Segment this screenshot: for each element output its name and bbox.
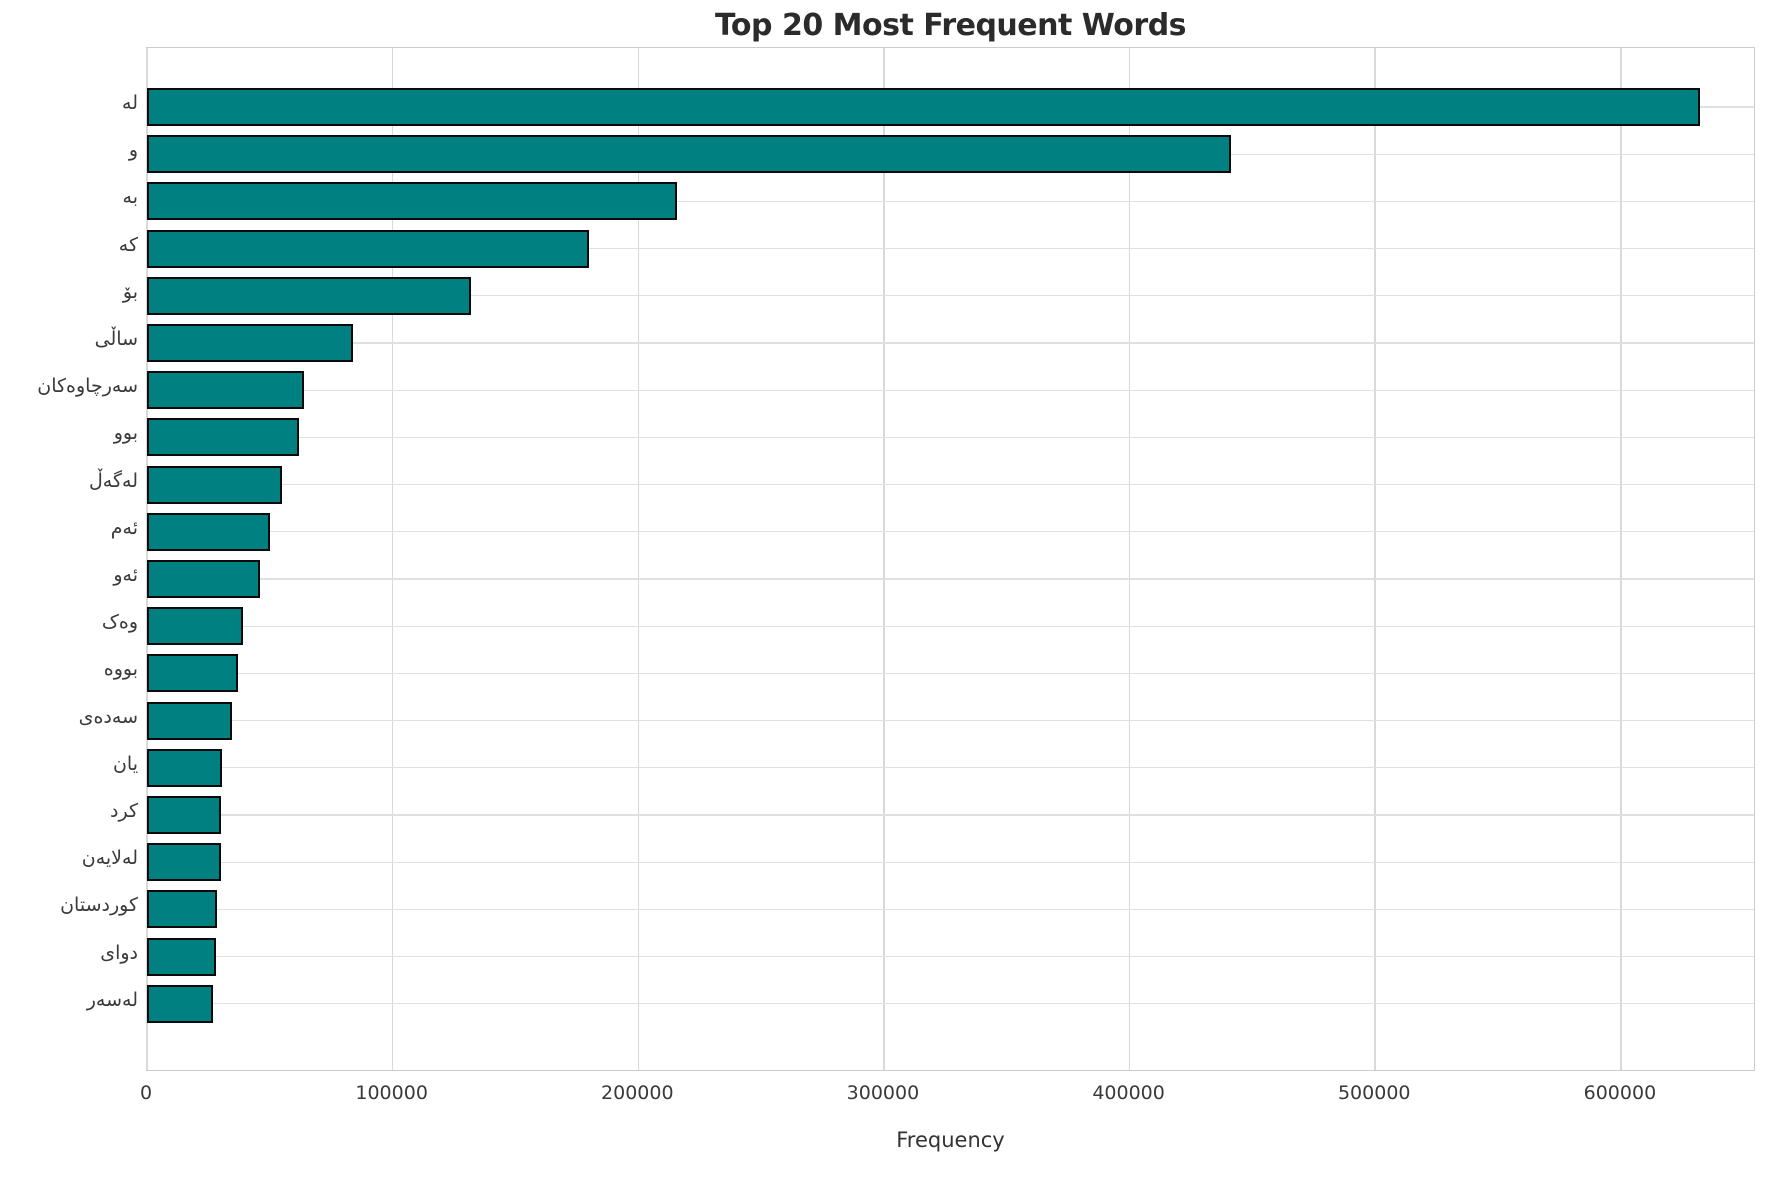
- y-tick-label-10: ئەو: [113, 564, 138, 586]
- x-gridline-300000: [883, 48, 885, 1070]
- y-tick-label-14: یان: [112, 752, 138, 775]
- y-gridline-11: [147, 625, 1754, 627]
- y-gridline-12: [147, 672, 1754, 674]
- bar-9: [147, 512, 270, 551]
- y-gridline-8: [147, 484, 1754, 486]
- y-tick-label-7: بوو: [113, 422, 138, 445]
- x-tick-label-500000: 500000: [1337, 1082, 1411, 1104]
- bar-12: [147, 654, 238, 693]
- bar-17: [147, 890, 217, 929]
- y-gridline-5: [147, 342, 1754, 344]
- bar-7: [147, 418, 300, 457]
- y-tick-label-0: لە: [122, 92, 138, 114]
- x-tick-label-0: 0: [139, 1082, 153, 1104]
- x-tick-label-200000: 200000: [601, 1082, 674, 1104]
- bar-4: [147, 276, 471, 315]
- x-gridline-400000: [1128, 48, 1131, 1070]
- y-tick-label-18: دوای: [100, 941, 138, 964]
- y-gridline-15: [147, 814, 1754, 816]
- plot-area: [146, 47, 1755, 1071]
- x-tick-label-400000: 400000: [1092, 1082, 1165, 1104]
- y-gridline-17: [147, 908, 1754, 910]
- y-gridline-6: [147, 389, 1754, 391]
- x-gridline-600000: [1620, 48, 1622, 1070]
- bar-19: [147, 984, 214, 1023]
- y-gridline-13: [147, 720, 1754, 722]
- chart-title: Top 20 Most Frequent Words: [714, 8, 1187, 43]
- y-gridline-3: [147, 248, 1754, 250]
- x-gridline-0: [146, 48, 148, 1070]
- bar-8: [147, 465, 282, 504]
- y-tick-label-19: لەسەر: [86, 988, 138, 1011]
- x-axis-label: Frequency: [896, 1128, 1005, 1152]
- x-tick-label-600000: 600000: [1583, 1082, 1657, 1104]
- x-gridline-200000: [637, 48, 640, 1070]
- y-tick-label-15: کرد: [110, 800, 138, 822]
- y-tick-label-2: بە: [122, 186, 138, 209]
- y-gridline-18: [147, 956, 1754, 958]
- y-gridline-19: [147, 1003, 1754, 1005]
- y-tick-label-17: کوردستان: [60, 894, 138, 917]
- bar-10: [147, 560, 260, 598]
- y-gridline-2: [147, 200, 1754, 202]
- y-tick-label-13: سەدەی: [78, 705, 138, 728]
- bar-6: [147, 371, 305, 410]
- y-tick-label-3: کە: [118, 233, 138, 256]
- y-gridline-4: [147, 295, 1754, 297]
- bar-14: [147, 748, 222, 787]
- bar-11: [147, 607, 243, 646]
- y-gridline-14: [147, 767, 1754, 769]
- x-gridline-500000: [1374, 48, 1376, 1070]
- x-gridline-100000: [391, 48, 394, 1070]
- bar-15: [147, 796, 221, 834]
- y-tick-label-11: وەک: [101, 611, 138, 634]
- bar-2: [147, 182, 677, 221]
- y-gridline-9: [147, 531, 1754, 533]
- y-gridline-7: [147, 436, 1754, 438]
- x-tick-label-300000: 300000: [846, 1082, 920, 1104]
- y-tick-label-5: ساڵی: [94, 328, 138, 350]
- bar-3: [147, 229, 589, 268]
- bar-18: [147, 937, 216, 976]
- bar-0: [147, 88, 1701, 126]
- y-tick-label-8: لەگەڵ: [88, 469, 138, 492]
- bar-5: [147, 324, 354, 362]
- y-tick-label-12: بووە: [103, 658, 138, 681]
- bar-1: [147, 135, 1232, 174]
- x-tick-label-100000: 100000: [355, 1082, 428, 1104]
- y-gridline-10: [147, 578, 1754, 580]
- y-tick-label-6: سەرچاوەکان: [37, 375, 138, 398]
- bar-13: [147, 701, 232, 740]
- y-tick-label-16: لەلایەن: [81, 847, 138, 870]
- y-gridline-16: [147, 861, 1754, 863]
- bar-16: [147, 843, 221, 882]
- y-tick-label-4: بۆ: [122, 280, 138, 303]
- y-tick-label-9: ئەم: [110, 516, 138, 539]
- y-tick-label-1: و: [128, 139, 138, 162]
